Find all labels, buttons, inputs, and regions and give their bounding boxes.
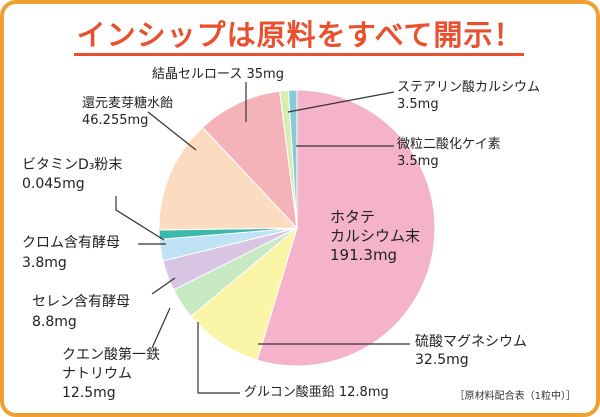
slice-label-10: 微粒二酸化ケイ素 3.5mg <box>397 137 501 169</box>
slice-label-line: クロム含有酵母 <box>22 235 120 251</box>
slice-label-line: ビタミンD₃粉末 <box>22 157 122 173</box>
title-underline <box>74 53 524 56</box>
slice-label-7: 還元麦芽糖水飴 46.255mg <box>82 95 173 128</box>
slice-label-line: 46.255mg <box>82 113 148 128</box>
slice-label-3: クエン酸第一鉄ナトリウム 12.5mg <box>62 346 160 401</box>
slice-label-4: セレン含有酵母 8.8mg <box>32 294 130 330</box>
leader-line-6 <box>115 196 165 241</box>
pie-slice-10 <box>287 89 298 229</box>
slice-label-line: 硫酸マグネシウム <box>415 334 527 350</box>
slice-label-8: 結晶セルロース 35mg <box>152 67 284 82</box>
slice-label-line: ホタテ <box>330 208 375 226</box>
slice-label-line: 191.3mg <box>330 246 397 264</box>
slice-label-0: ホタテカルシウム末 191.3mg <box>330 208 420 264</box>
slice-label-line: 32.5mg <box>415 352 469 368</box>
slice-label-line: カルシウム末 <box>330 227 420 245</box>
leader-line-2 <box>197 322 240 394</box>
slice-label-line: 還元麦芽糖水飴 <box>82 95 173 111</box>
slice-label-line: 3.5mg <box>397 97 439 112</box>
footnote: ［原材料配合表（1粒中）］ <box>454 391 576 402</box>
pie-slice-1 <box>190 226 298 361</box>
slice-label-line: セレン含有酵母 <box>32 294 130 310</box>
slice-label-5: クロム含有酵母 3.8mg <box>22 235 120 271</box>
slice-label-line: 3.5mg <box>397 154 439 169</box>
leader-line-7 <box>147 111 197 151</box>
leader-line-4 <box>151 277 176 295</box>
slice-label-line: 微粒二酸化ケイ素 <box>397 137 501 152</box>
slice-label-9: ステアリン酸カルシウム 3.5mg <box>397 80 540 112</box>
slice-label-line: クエン酸第一鉄 <box>62 346 160 363</box>
pie-slice-0 <box>256 89 436 367</box>
pie-slice-7 <box>158 126 299 231</box>
leader-line-9 <box>287 91 395 113</box>
slice-label-1: 硫酸マグネシウム 32.5mg <box>415 334 527 368</box>
slice-label-line: ステアリン酸カルシウム <box>397 80 540 95</box>
slice-label-line: 3.8mg <box>22 255 67 271</box>
slice-label-line: 12.5mg <box>62 385 116 401</box>
slice-label-line: ナトリウム <box>62 366 132 382</box>
slice-label-line: グルコン酸亜鉛 12.8mg <box>244 385 389 400</box>
pie-slice-8 <box>201 90 298 230</box>
slice-label-line: 8.8mg <box>32 314 77 330</box>
slice-label-line: 0.045mg <box>22 176 85 192</box>
slice-label-2: グルコン酸亜鉛 12.8mg <box>244 385 389 400</box>
slice-label-line: 結晶セルロース 35mg <box>152 67 284 82</box>
chart-title: インシップは原料をすべて開示！ <box>76 18 524 52</box>
slice-label-6: ビタミンD₃粉末 0.045mg <box>22 157 122 192</box>
leader-line-3 <box>151 307 171 349</box>
